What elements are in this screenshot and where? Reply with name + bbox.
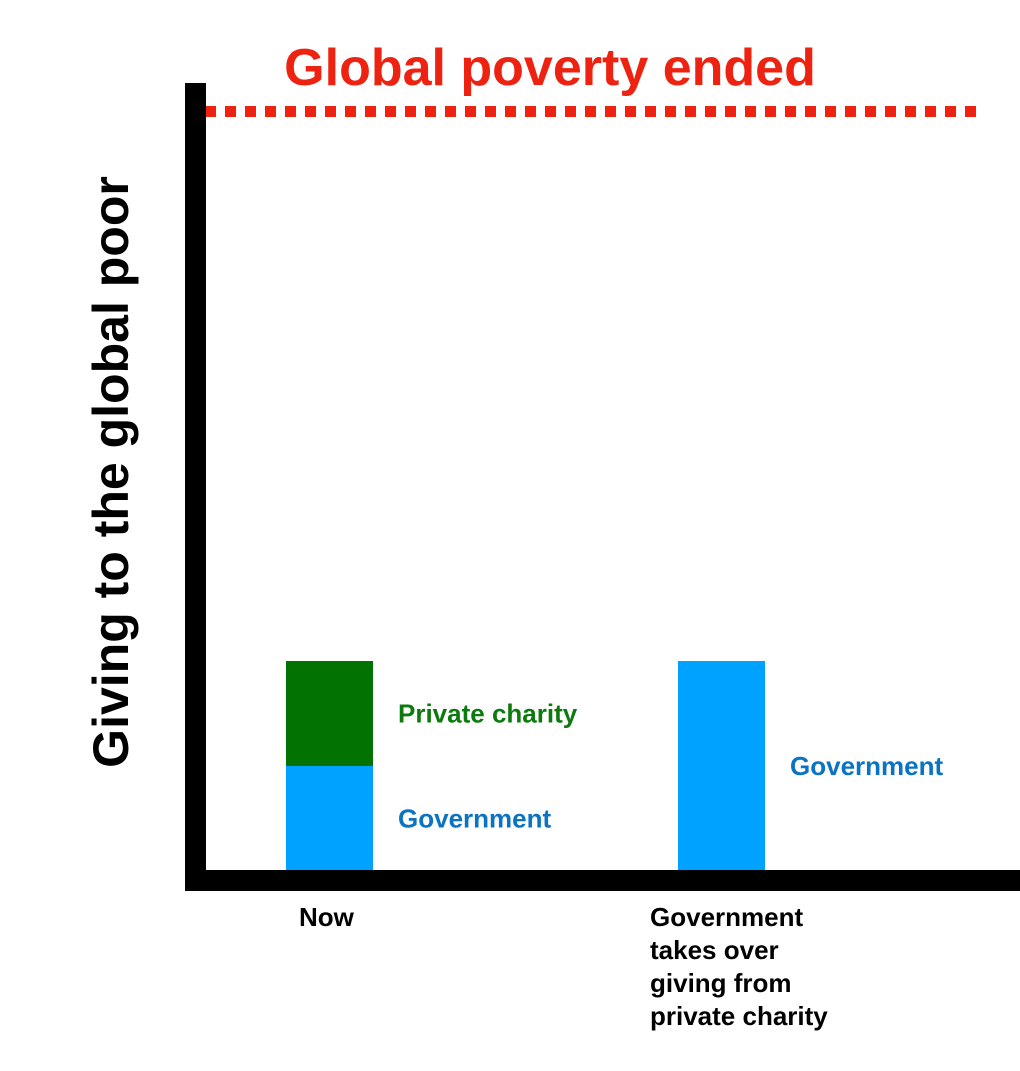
x-tick-label-2: Government takes over giving from private c… [650, 902, 828, 1031]
x-tick-label-1: Now [299, 902, 355, 932]
bar-government-1 [286, 766, 373, 871]
y-axis [185, 83, 206, 890]
series-label-government-2: Government [790, 751, 943, 781]
series-label-private-charity-1: Private charity [398, 699, 578, 729]
bar-private-charity-1 [286, 661, 373, 766]
y-axis-label: Giving to the global poor [83, 176, 139, 768]
series-label-government-1: Government [398, 804, 551, 834]
reference-line-label: Global poverty ended [284, 39, 816, 97]
bar-government-2 [678, 661, 765, 871]
x-axis [185, 870, 1020, 891]
